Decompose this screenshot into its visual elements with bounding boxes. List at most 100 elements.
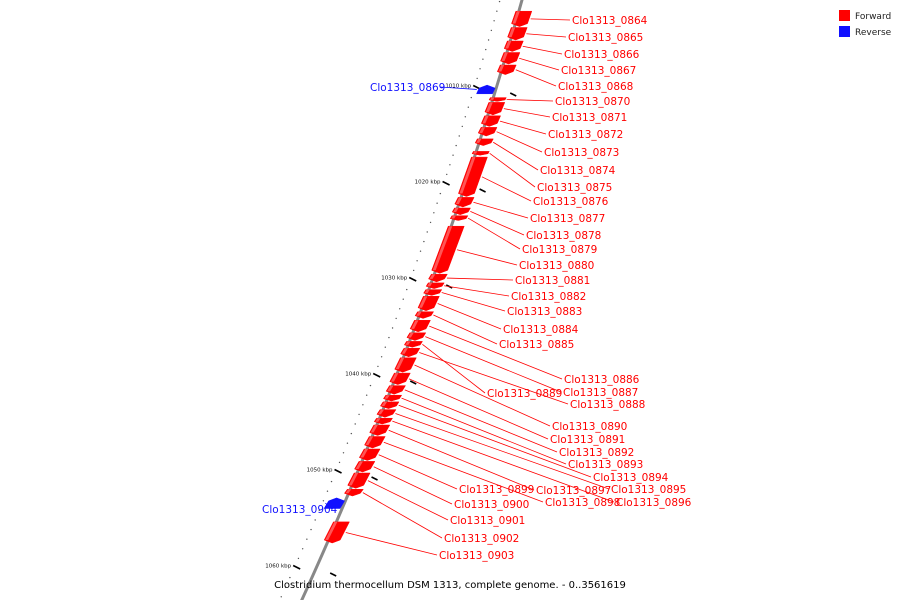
gene-label-clo1313-0875: Clo1313_0875 (537, 182, 612, 194)
minor-tick (476, 77, 478, 80)
gene-shade (401, 348, 408, 354)
gene-label-clo1313-0865: Clo1313_0865 (568, 32, 643, 44)
gene-leader-line (467, 217, 521, 250)
gene-clo1313-0904[interactable] (323, 497, 345, 509)
major-tick (334, 468, 342, 474)
minor-tick (399, 308, 401, 310)
gene-label-clo1313-0899: Clo1313_0899 (459, 484, 534, 496)
minor-tick (314, 519, 316, 521)
minor-tick (490, 29, 493, 32)
gene-leader-line (439, 86, 477, 90)
label-leader-lines (325, 18, 615, 556)
gene-shade (490, 97, 495, 100)
gene-leader-line (388, 429, 535, 491)
gene-leader-line (515, 69, 557, 87)
minor-tick (330, 480, 333, 483)
legend-label-reverse: Reverse (855, 28, 892, 38)
gene-shade (473, 151, 478, 154)
gene-leader-line (345, 532, 438, 556)
minor-tick (479, 68, 481, 70)
gene-label-clo1313-0896: Clo1313_0896 (616, 497, 692, 509)
gene-shade (370, 424, 378, 433)
gene-label-clo1313-0898: Clo1313_0898 (545, 497, 620, 509)
gene-label-clo1313-0870: Clo1313_0870 (555, 96, 630, 108)
minor-tick (449, 164, 451, 166)
gene-shade (451, 215, 456, 219)
gene-label-clo1313-0872: Clo1313_0872 (548, 129, 623, 141)
gene-shade (418, 296, 428, 308)
gene-label-clo1313-0869: Clo1313_0869 (370, 82, 445, 94)
legend-label-forward: Forward (855, 12, 891, 22)
minor-tick (416, 260, 418, 262)
major-tick (442, 180, 450, 186)
major-tick-right (509, 92, 517, 97)
gene-leader-line (470, 210, 525, 236)
minor-tick (384, 346, 387, 348)
minor-tick (455, 144, 457, 147)
gene-label-clo1313-0892: Clo1313_0892 (559, 447, 634, 459)
gene-leader-line (526, 33, 567, 38)
gene-label-clo1313-0904: Clo1313_0904 (262, 504, 338, 516)
major-tick (292, 564, 301, 570)
minor-tick (358, 413, 360, 416)
gene-shade (455, 197, 463, 205)
minor-tick (362, 404, 364, 406)
minor-tick (412, 269, 415, 272)
minor-tick (310, 528, 312, 531)
gene-shade (432, 226, 453, 271)
gene-label-clo1313-0877: Clo1313_0877 (530, 213, 605, 225)
minor-tick (467, 106, 470, 108)
gene-clo1313-0880[interactable] (431, 225, 465, 274)
minor-tick (395, 317, 397, 320)
gene-shade (424, 289, 430, 294)
minor-tick (326, 490, 329, 492)
minor-tick (446, 173, 448, 176)
gene-shade (377, 409, 384, 415)
gene-leader-line (481, 176, 532, 202)
gene-clo1313-0869[interactable] (476, 84, 496, 95)
gene-label-clo1313-0882: Clo1313_0882 (511, 291, 586, 303)
gene-leader-line (398, 404, 592, 478)
tick-label: 1020 kbp (415, 180, 441, 186)
gene-clo1313-0903[interactable] (323, 521, 350, 544)
gene-clo1313-0901[interactable] (347, 472, 371, 489)
gene-shade (411, 320, 419, 329)
gene-shade (508, 27, 516, 37)
gene-label-clo1313-0897: Clo1313_0897 (536, 485, 611, 497)
tick-label: 1010 kbp (445, 84, 471, 90)
gene-leader-line (401, 397, 567, 465)
gene-label-clo1313-0903: Clo1313_0903 (439, 550, 514, 562)
gene-label-clo1313-0888: Clo1313_0888 (570, 399, 645, 411)
minor-tick (464, 116, 467, 118)
minor-tick (429, 221, 432, 224)
minor-tick (461, 125, 463, 128)
gene-label-clo1313-0902: Clo1313_0902 (444, 533, 519, 545)
minor-tick (346, 442, 349, 444)
gene-shade (498, 64, 505, 72)
minor-tick (470, 96, 472, 99)
gene-label-clo1313-0880: Clo1313_0880 (519, 260, 594, 272)
gene-shade (427, 282, 433, 287)
minor-tick (322, 500, 325, 502)
gene-label-clo1313-0864: Clo1313_0864 (572, 15, 648, 27)
gene-labels: Clo1313_0864 Clo1313_0865 Clo1313_0866 Clo1… (262, 15, 692, 562)
gene-clo1313-0876[interactable] (458, 156, 488, 197)
gene-leader-line (367, 480, 449, 521)
gene-shade (501, 52, 508, 61)
gene-label-clo1313-0873: Clo1313_0873 (544, 147, 619, 159)
tick-label: 1030 kbp (381, 276, 407, 282)
gene-shade (345, 489, 352, 494)
gene-label-clo1313-0884: Clo1313_0884 (503, 324, 579, 336)
gene-leader-line (392, 420, 615, 503)
gene-label-clo1313-0887: Clo1313_0887 (563, 387, 638, 399)
gene-leader-line (395, 413, 610, 490)
gene-shade (365, 436, 374, 445)
minor-tick (354, 423, 356, 425)
gene-leader-line (419, 352, 569, 405)
gene-label-clo1313-0868: Clo1313_0868 (558, 81, 633, 93)
minor-tick (458, 135, 460, 137)
gene-label-clo1313-0894: Clo1313_0894 (593, 472, 669, 484)
genome-caption: Clostridium thermocellum DSM 1313, compl… (274, 580, 626, 591)
gene-shade (416, 311, 422, 316)
minor-tick (388, 336, 390, 339)
